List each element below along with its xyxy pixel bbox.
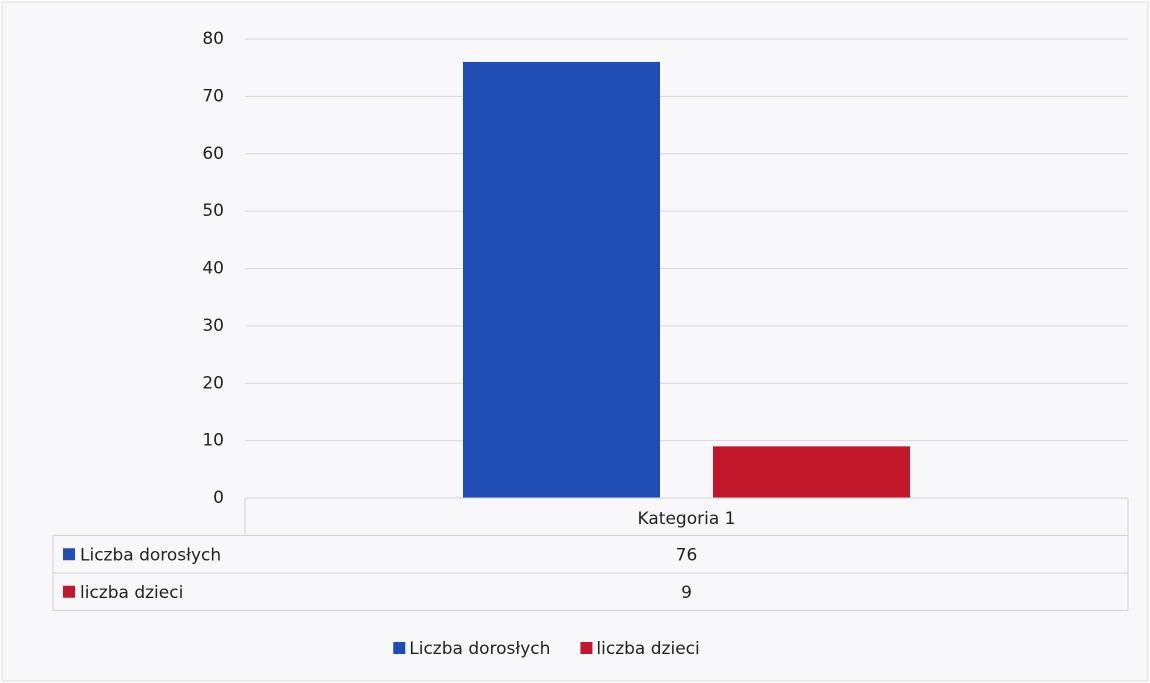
y-tick-label: 40 [202,259,224,279]
table-row-label: Liczba dorosłych [80,545,221,565]
legend-key [393,642,406,654]
y-tick-label: 70 [202,86,224,106]
table-value: 76 [676,545,698,565]
legend-label: Liczba dorosłych [409,639,550,659]
y-tick-label: 80 [202,29,224,49]
bar [463,61,660,498]
table-legend-key [63,585,75,598]
y-tick-label: 50 [202,201,224,221]
y-tick-label: 30 [202,316,224,336]
bar [713,446,910,498]
table-legend-key [63,548,75,561]
y-tick-label: 0 [213,488,224,508]
legend-key [580,642,593,654]
table-value: 9 [681,583,692,603]
x-tick-label: Kategoria 1 [638,509,736,529]
y-tick-label: 10 [202,431,224,451]
table-row-label: liczba dzieci [80,583,183,603]
legend-label: liczba dzieci [596,639,699,659]
y-tick-label: 60 [202,144,224,164]
y-tick-label: 20 [202,373,224,393]
